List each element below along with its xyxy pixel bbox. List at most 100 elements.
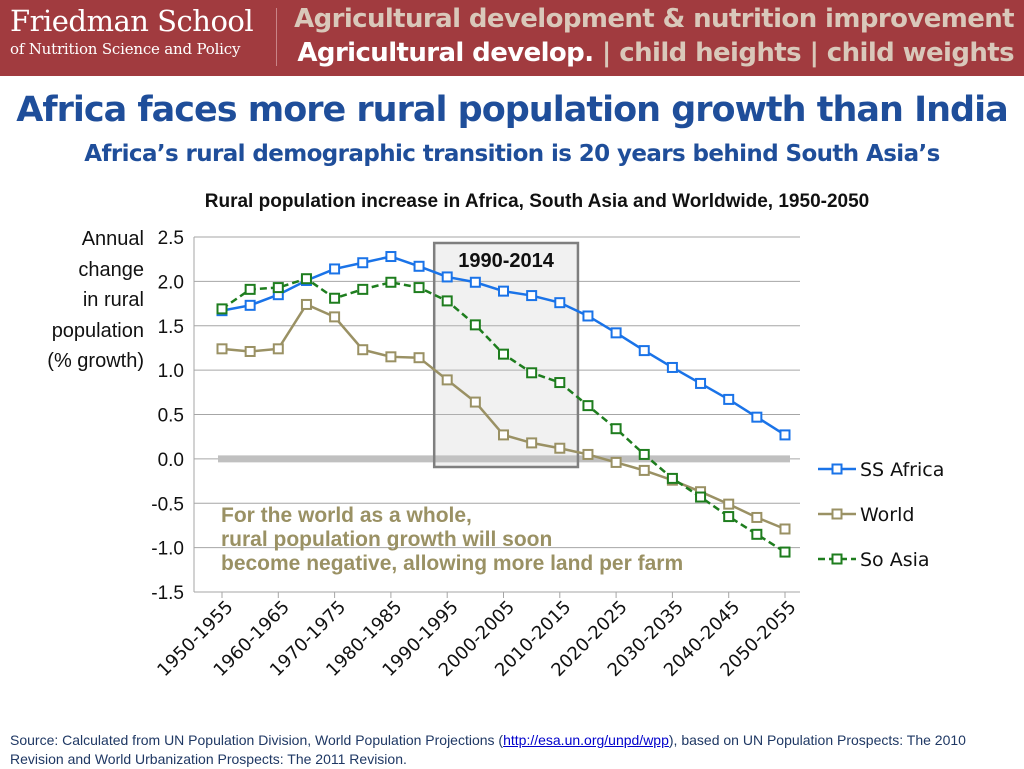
data-point-ss-africa [441, 271, 453, 283]
header-banner: Friedman School of Nutrition Science and… [0, 0, 1024, 76]
slide-title: Africa faces more rural population growt… [16, 90, 1008, 130]
data-point-world [610, 456, 622, 468]
y-axis-label: Annual change in rural population (% gro… [4, 224, 144, 377]
data-point-so-asia [216, 303, 228, 315]
nav-separator: | [601, 38, 612, 68]
y-axis-label-line: (% growth) [47, 350, 144, 372]
source-link[interactable]: http://esa.un.org/unpd/wpp [503, 732, 669, 748]
annotation-line: become negative, allowing more land per … [221, 552, 683, 575]
y-axis-label-line: population [51, 319, 144, 342]
data-point-ss-africa [723, 393, 735, 405]
data-point-so-asia [751, 528, 763, 540]
data-point-so-asia [300, 273, 312, 285]
data-point-ss-africa [469, 276, 481, 288]
source-note: Source: Calculated from UN Population Di… [10, 731, 1010, 769]
legend-marker-ss-africa [831, 463, 843, 475]
data-point-so-asia [441, 295, 453, 307]
slide-subtitle: Africa’s rural demographic transition is… [84, 141, 940, 167]
data-point-so-asia [357, 283, 369, 295]
data-point-world [554, 442, 566, 454]
data-point-ss-africa [498, 285, 509, 297]
y-axis-label-line: change [78, 258, 144, 281]
data-point-so-asia [272, 282, 284, 294]
legend-label-so-asia: So Asia [860, 549, 930, 571]
nav-item-child-weights[interactable]: child weights [826, 38, 1015, 68]
data-point-ss-africa [638, 345, 650, 357]
nav-item-child-heights[interactable]: child heights [619, 38, 801, 68]
y-tick-label: -0.5 [151, 494, 184, 515]
y-tick-label: 1.5 [158, 317, 184, 338]
legend-marker-world [831, 508, 843, 520]
y-tick-label: -1.0 [151, 539, 184, 560]
data-point-so-asia [244, 283, 256, 295]
data-point-so-asia [610, 423, 622, 435]
data-point-ss-africa [357, 257, 369, 269]
y-tick-label: 0.5 [158, 406, 184, 427]
data-point-ss-africa [329, 263, 341, 275]
data-point-ss-africa [610, 327, 622, 339]
y-tick-label: 1.0 [158, 361, 184, 382]
data-point-ss-africa [582, 310, 594, 322]
annotation-line: For the world as a whole, [221, 504, 472, 527]
highlight-label: 1990-2014 [458, 250, 555, 272]
data-point-world [272, 343, 284, 355]
y-tick-label: -1.5 [151, 583, 184, 604]
data-point-ss-africa [666, 361, 678, 373]
data-point-ss-africa [751, 411, 763, 423]
data-point-world [244, 345, 256, 357]
annotation-line: rural population growth will soon [221, 528, 552, 551]
data-point-world [300, 298, 312, 310]
data-point-so-asia [582, 400, 594, 412]
data-point-so-asia [385, 276, 397, 288]
data-point-world [723, 498, 735, 510]
data-point-world [526, 437, 538, 449]
header-nav: Agricultural develop. | child heights | … [297, 38, 1014, 68]
y-tick-label: 2.5 [158, 228, 184, 249]
header-topic: Agricultural development & nutrition imp… [294, 4, 1015, 34]
data-point-so-asia [469, 319, 481, 331]
chart-title: Rural population increase in Africa, Sou… [204, 191, 870, 212]
y-axis-label-line: Annual [81, 228, 144, 250]
data-point-ss-africa [385, 251, 397, 263]
data-point-ss-africa [244, 299, 256, 311]
source-text-end: ), based on UN Population Prospects: The… [10, 732, 966, 767]
data-point-world [441, 374, 453, 386]
nav-item-agricultural-develop[interactable]: Agricultural develop. [297, 38, 594, 68]
source-text: Source: Calculated from UN Population Di… [10, 732, 504, 748]
data-point-so-asia [329, 292, 341, 304]
data-point-world [582, 448, 594, 460]
data-point-so-asia [695, 491, 707, 503]
logo-school-name: Friedman School [10, 4, 254, 38]
data-point-so-asia [554, 377, 566, 389]
data-point-world [638, 464, 650, 476]
y-tick-label: 0.0 [158, 450, 184, 471]
y-tick-label: 2.0 [158, 272, 184, 293]
data-point-world [413, 352, 425, 364]
legend-label-ss-africa: SS Africa [860, 459, 944, 481]
data-point-world [469, 396, 481, 408]
data-point-ss-africa [695, 377, 707, 389]
data-point-world [498, 429, 509, 441]
data-point-world [357, 344, 369, 356]
data-point-so-asia [723, 511, 735, 523]
data-point-so-asia [779, 546, 791, 558]
data-point-world [329, 311, 341, 323]
data-point-ss-africa [779, 429, 791, 441]
data-point-so-asia [666, 472, 678, 484]
data-point-world [385, 351, 397, 363]
data-point-ss-africa [554, 297, 566, 309]
data-point-so-asia [526, 367, 538, 379]
data-point-world [751, 511, 763, 523]
y-axis-label-line: in rural [82, 289, 144, 311]
data-point-ss-africa [413, 260, 425, 272]
data-point-world [779, 523, 791, 535]
legend-label-world: World [860, 504, 914, 526]
nav-separator: | [809, 38, 819, 68]
data-point-so-asia [413, 282, 425, 294]
legend-marker-so-asia [831, 553, 843, 565]
logo-school-subtitle: of Nutrition Science and Policy [10, 40, 241, 58]
data-point-ss-africa [526, 290, 538, 302]
header-divider [276, 8, 277, 66]
data-point-so-asia [498, 348, 509, 360]
